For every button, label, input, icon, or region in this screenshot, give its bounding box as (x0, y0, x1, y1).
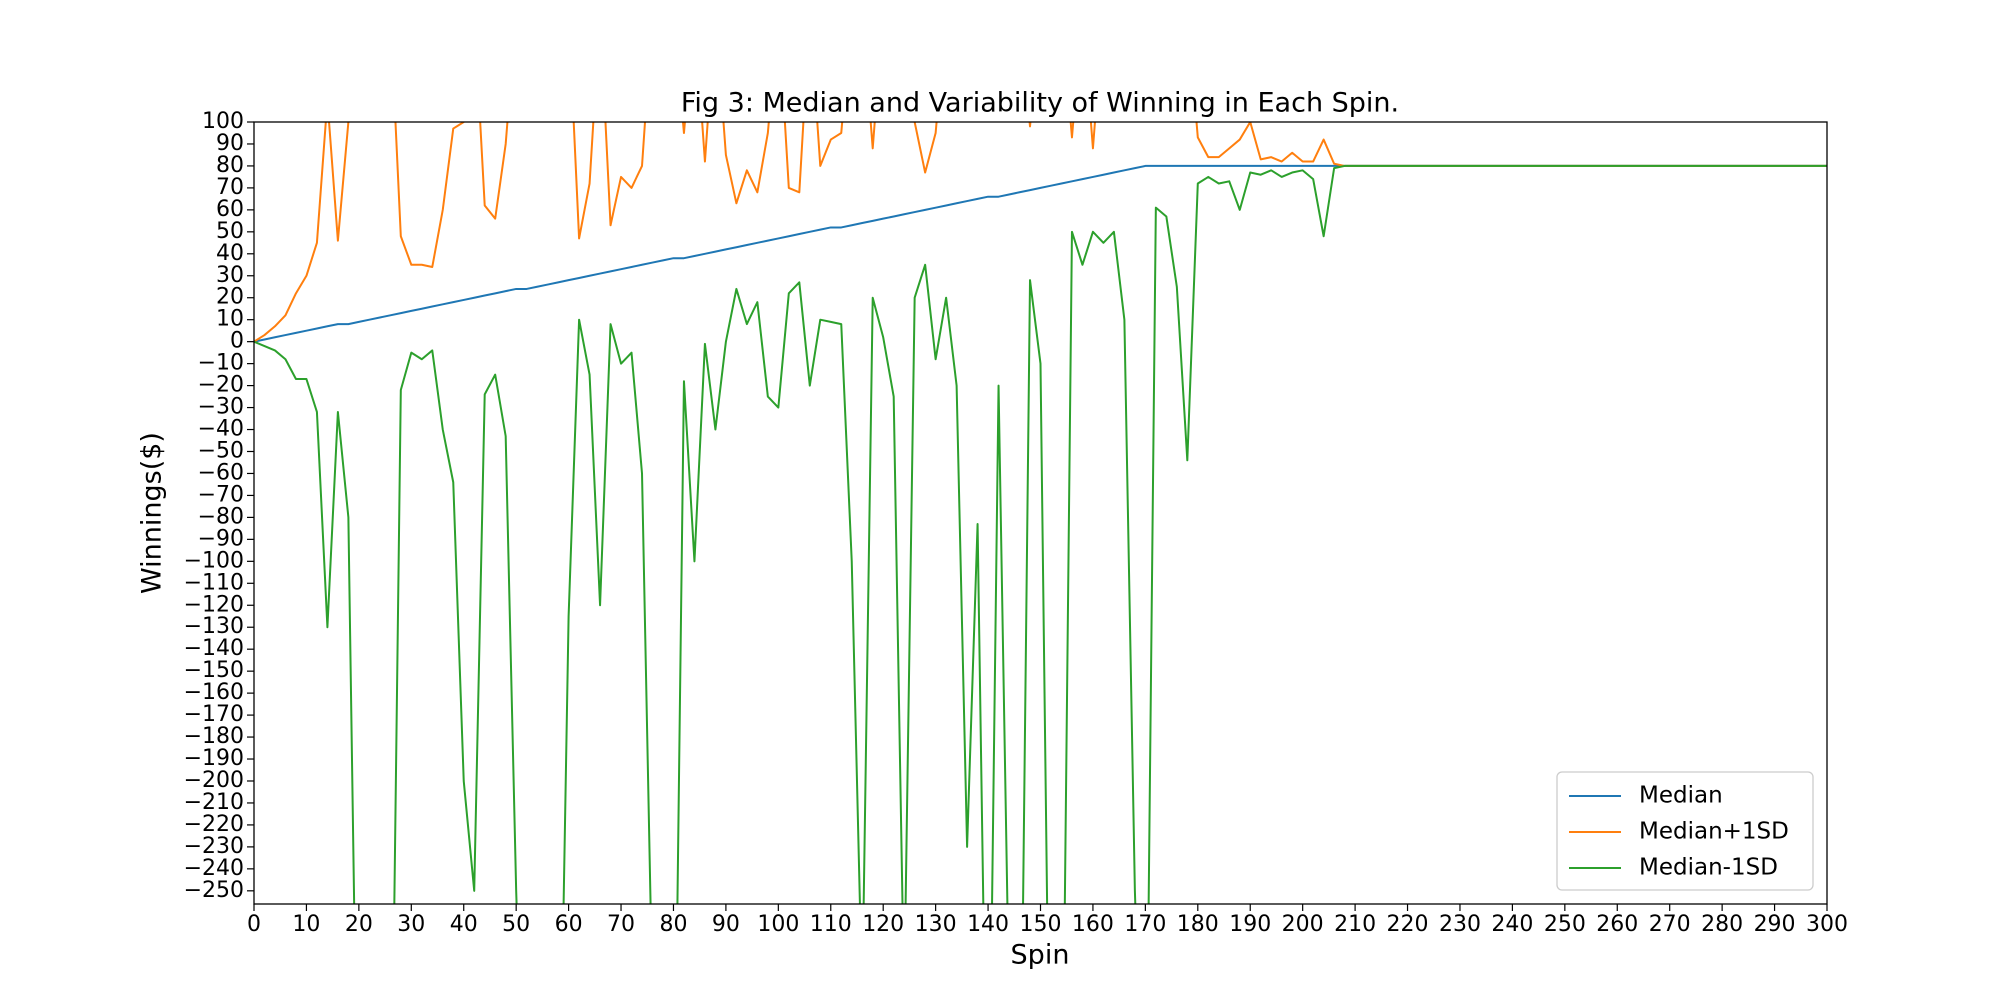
y-tick-label: 50 (216, 219, 244, 244)
x-tick-label: 0 (247, 912, 261, 937)
x-tick-label: 140 (967, 912, 1009, 937)
y-tick-label: 40 (216, 241, 244, 266)
y-tick-label: −220 (184, 812, 244, 837)
series-line (254, 122, 1827, 343)
x-tick-label: 120 (862, 912, 904, 937)
x-tick-label: 110 (810, 912, 852, 937)
x-tick-label: 250 (1544, 912, 1586, 937)
y-tick-label: 0 (230, 329, 244, 354)
y-tick-label: −200 (184, 768, 244, 793)
series-line (254, 164, 1827, 904)
x-tick-label: 210 (1334, 912, 1376, 937)
y-tick-label: −60 (198, 460, 244, 485)
x-tick-label: 220 (1387, 912, 1429, 937)
y-tick-label: 70 (216, 175, 244, 200)
y-tick-label: −40 (198, 417, 244, 442)
x-tick-label: 290 (1754, 912, 1796, 937)
x-tick-label: 300 (1806, 912, 1848, 937)
x-tick-label: 200 (1282, 912, 1324, 937)
x-tick-label: 60 (555, 912, 583, 937)
y-tick-label: 90 (216, 131, 244, 156)
plot-area (254, 122, 1827, 904)
y-tick-label: −180 (184, 724, 244, 749)
y-tick-label: −120 (184, 592, 244, 617)
y-tick-label: 10 (216, 307, 244, 332)
y-tick-label: 80 (216, 153, 244, 178)
x-tick-label: 100 (757, 912, 799, 937)
y-tick-label: −140 (184, 636, 244, 661)
legend-label: Median (1639, 783, 1723, 809)
x-tick-label: 90 (712, 912, 740, 937)
y-tick-label: 60 (216, 197, 244, 222)
y-tick-label: −250 (184, 878, 244, 903)
x-tick-label: 180 (1177, 912, 1219, 937)
x-tick-label: 30 (397, 912, 425, 937)
y-tick-label: −190 (184, 746, 244, 771)
y-tick-label: −70 (198, 482, 244, 507)
y-tick-label: −170 (184, 702, 244, 727)
y-tick-label: 20 (216, 285, 244, 310)
x-tick-label: 170 (1124, 912, 1166, 937)
legend-label: Median-1SD (1639, 855, 1778, 881)
y-tick-label: −90 (198, 526, 244, 551)
x-tick-label: 240 (1491, 912, 1533, 937)
y-tick-label: −130 (184, 614, 244, 639)
y-tick-label: −100 (184, 548, 244, 573)
chart-title: Fig 3: Median and Variability of Winning… (681, 88, 1399, 119)
x-tick-label: 150 (1020, 912, 1062, 937)
legend-label: Median+1SD (1639, 819, 1789, 845)
y-tick-label: −20 (198, 373, 244, 398)
x-tick-label: 160 (1072, 912, 1114, 937)
legend-box (1556, 771, 1814, 891)
y-tick-label: 30 (216, 263, 244, 288)
y-tick-label: −240 (184, 856, 244, 881)
y-tick-label: 100 (202, 109, 244, 134)
x-tick-label: 130 (915, 912, 957, 937)
x-axis-label: Spin (1011, 940, 1070, 971)
y-tick-label: −160 (184, 680, 244, 705)
x-tick-label: 10 (292, 912, 320, 937)
y-axis-label: Winnings($) (137, 432, 168, 594)
x-tick-label: 280 (1701, 912, 1743, 937)
x-tick-label: 70 (607, 912, 635, 937)
y-tick-label: −50 (198, 438, 244, 463)
x-tick-label: 260 (1596, 912, 1638, 937)
y-tick-label: −230 (184, 834, 244, 859)
x-tick-label: 230 (1439, 912, 1481, 937)
y-tick-label: −30 (198, 395, 244, 420)
y-tick-label: −210 (184, 790, 244, 815)
series-line (254, 164, 1827, 343)
x-tick-label: 40 (450, 912, 478, 937)
x-tick-label: 190 (1229, 912, 1271, 937)
y-tick-label: −10 (198, 351, 244, 376)
x-tick-label: 20 (345, 912, 373, 937)
x-tick-label: 50 (502, 912, 530, 937)
y-tick-label: −150 (184, 658, 244, 683)
y-tick-label: −80 (198, 504, 244, 529)
y-tick-label: −110 (184, 570, 244, 595)
x-tick-label: 80 (659, 912, 687, 937)
x-tick-label: 270 (1649, 912, 1691, 937)
